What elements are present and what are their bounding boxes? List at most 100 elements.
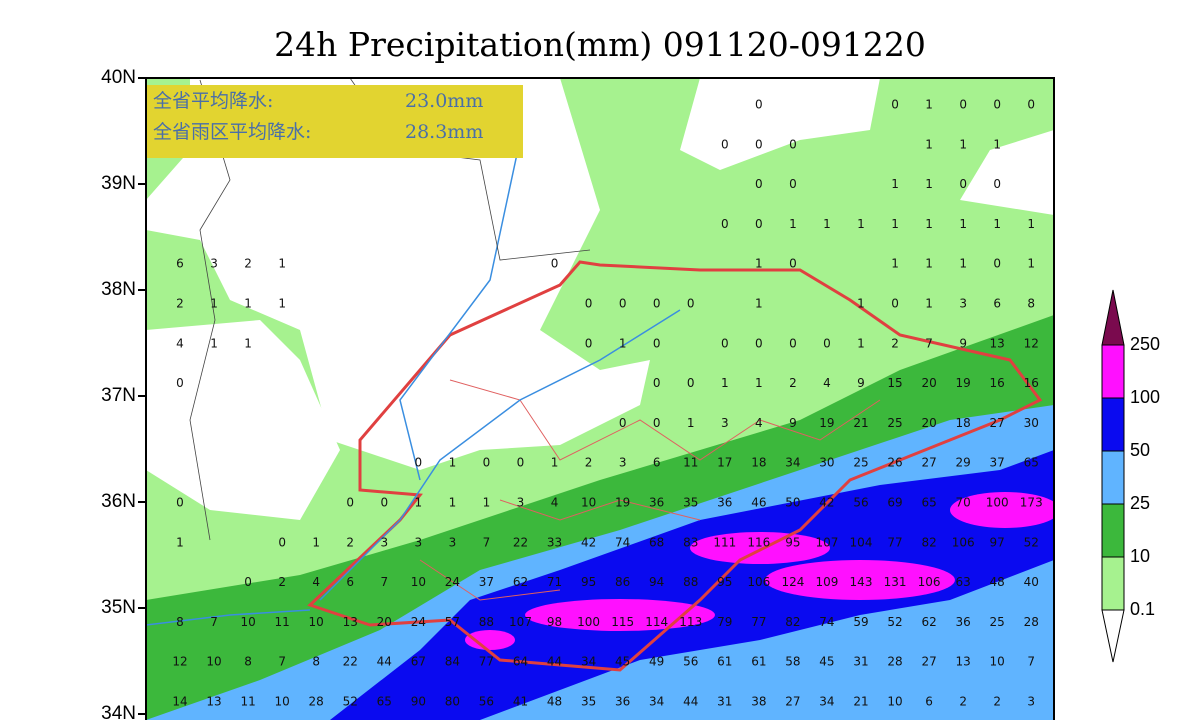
station-value: 21	[853, 416, 868, 430]
station-value: 62	[921, 615, 936, 629]
legend-swatch	[1101, 609, 1125, 663]
station-value: 63	[956, 575, 971, 589]
station-value: 0	[755, 98, 763, 112]
station-value: 19	[819, 416, 834, 430]
legend-label: 25	[1130, 493, 1150, 513]
station-value: 1	[925, 177, 933, 191]
station-value: 0	[823, 336, 831, 350]
station-value: 36	[956, 615, 971, 629]
legend-label: 250	[1130, 334, 1160, 354]
station-value: 28	[309, 695, 324, 709]
station-value: 82	[785, 615, 800, 629]
station-value: 33	[547, 535, 562, 549]
station-value: 1	[925, 137, 933, 151]
station-value: 0	[619, 416, 627, 430]
station-value: 0	[244, 575, 252, 589]
station-value: 12	[1024, 336, 1039, 350]
station-value: 36	[717, 496, 732, 510]
station-value: 1	[1027, 257, 1035, 271]
station-value: 56	[683, 655, 698, 669]
legend-label: 100	[1130, 387, 1160, 407]
station-value: 3	[721, 416, 729, 430]
station-value: 11	[240, 695, 255, 709]
station-value: 1	[857, 297, 865, 311]
station-value: 44	[377, 655, 392, 669]
station-value: 67	[411, 655, 426, 669]
station-value: 10	[581, 496, 596, 510]
station-value: 0	[415, 456, 423, 470]
station-value: 1	[483, 496, 491, 510]
info-value: 23.0mm	[405, 90, 483, 112]
station-value: 13	[343, 615, 358, 629]
station-value: 8	[1027, 297, 1035, 311]
station-value: 52	[887, 615, 902, 629]
station-value: 37	[990, 456, 1005, 470]
station-value: 3	[449, 535, 457, 549]
station-value: 2	[346, 535, 354, 549]
station-value: 24	[411, 615, 426, 629]
station-value: 0	[993, 177, 1001, 191]
lat-label: 35N	[101, 597, 136, 618]
station-value: 3	[1027, 695, 1035, 709]
station-value: 70	[956, 496, 971, 510]
station-value: 4	[312, 575, 320, 589]
station-value: 8	[244, 655, 252, 669]
station-value: 7	[483, 535, 491, 549]
station-value: 2	[959, 695, 967, 709]
station-value: 52	[1024, 535, 1039, 549]
station-value: 13	[206, 695, 221, 709]
station-value: 9	[959, 336, 967, 350]
station-value: 0	[959, 98, 967, 112]
station-value: 0	[993, 257, 1001, 271]
station-value: 50	[785, 496, 800, 510]
station-value: 56	[479, 695, 494, 709]
station-value: 1	[891, 217, 899, 231]
station-value: 1	[415, 496, 423, 510]
lat-label: 38N	[101, 279, 136, 300]
station-value: 95	[717, 575, 732, 589]
station-value: 80	[445, 695, 460, 709]
station-value: 106	[918, 575, 941, 589]
station-value: 25	[887, 416, 902, 430]
station-value: 88	[683, 575, 698, 589]
station-value: 52	[343, 695, 358, 709]
station-value: 1	[925, 257, 933, 271]
station-value: 6	[346, 575, 354, 589]
station-value: 34	[581, 655, 596, 669]
station-value: 3	[619, 456, 627, 470]
station-value: 4	[176, 336, 184, 350]
magenta-area	[525, 599, 715, 631]
magenta-area	[950, 492, 1054, 528]
station-value: 13	[990, 336, 1005, 350]
station-value: 1	[959, 217, 967, 231]
no-rain-area	[146, 78, 650, 470]
station-value: 64	[513, 655, 528, 669]
station-value: 34	[819, 695, 834, 709]
station-value: 7	[1027, 655, 1035, 669]
station-value: 77	[751, 615, 766, 629]
station-value: 0	[551, 257, 559, 271]
station-value: 0	[176, 496, 184, 510]
station-value: 6	[176, 257, 184, 271]
station-value: 42	[819, 496, 834, 510]
station-value: 4	[755, 416, 763, 430]
station-value: 25	[990, 615, 1005, 629]
station-value: 35	[581, 695, 596, 709]
station-value: 95	[785, 535, 800, 549]
legend-swatch	[1101, 344, 1125, 399]
station-value: 11	[275, 615, 290, 629]
station-value: 65	[1024, 456, 1039, 470]
station-value: 7	[278, 655, 286, 669]
station-value: 71	[547, 575, 562, 589]
station-value: 74	[615, 535, 630, 549]
station-value: 82	[921, 535, 936, 549]
station-value: 30	[1024, 416, 1039, 430]
station-value: 6	[653, 456, 661, 470]
station-value: 74	[819, 615, 834, 629]
station-value: 4	[551, 496, 559, 510]
station-value: 0	[755, 217, 763, 231]
station-value: 28	[887, 655, 902, 669]
station-value: 7	[380, 575, 388, 589]
station-value: 10	[990, 655, 1005, 669]
station-value: 0	[346, 496, 354, 510]
